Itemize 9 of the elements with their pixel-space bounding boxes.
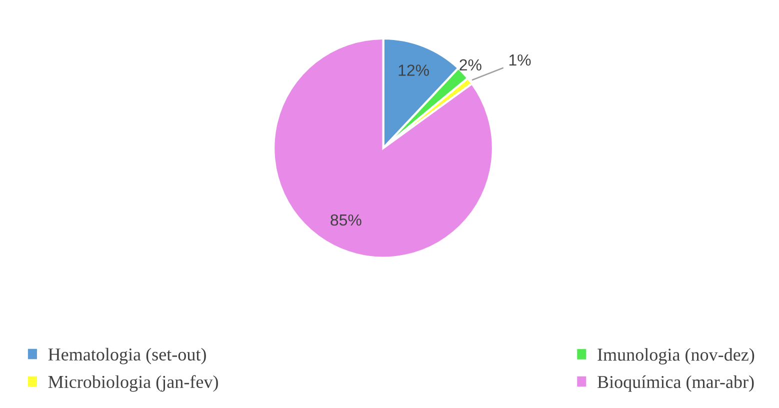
data-label: 12% bbox=[398, 64, 429, 76]
data-label: 2% bbox=[460, 59, 482, 70]
pie-slice bbox=[272, 37, 494, 259]
legend-label: Bioquímica (mar-abr) bbox=[598, 375, 754, 392]
data-label: 1% bbox=[509, 54, 531, 66]
legend-label: Microbiologia (jan-fev) bbox=[48, 375, 218, 392]
data-label: 85% bbox=[330, 214, 362, 226]
legend-label: Imunologia (nov-dez) bbox=[598, 348, 754, 365]
legend-label: Hematologia (set-out) bbox=[48, 348, 206, 364]
